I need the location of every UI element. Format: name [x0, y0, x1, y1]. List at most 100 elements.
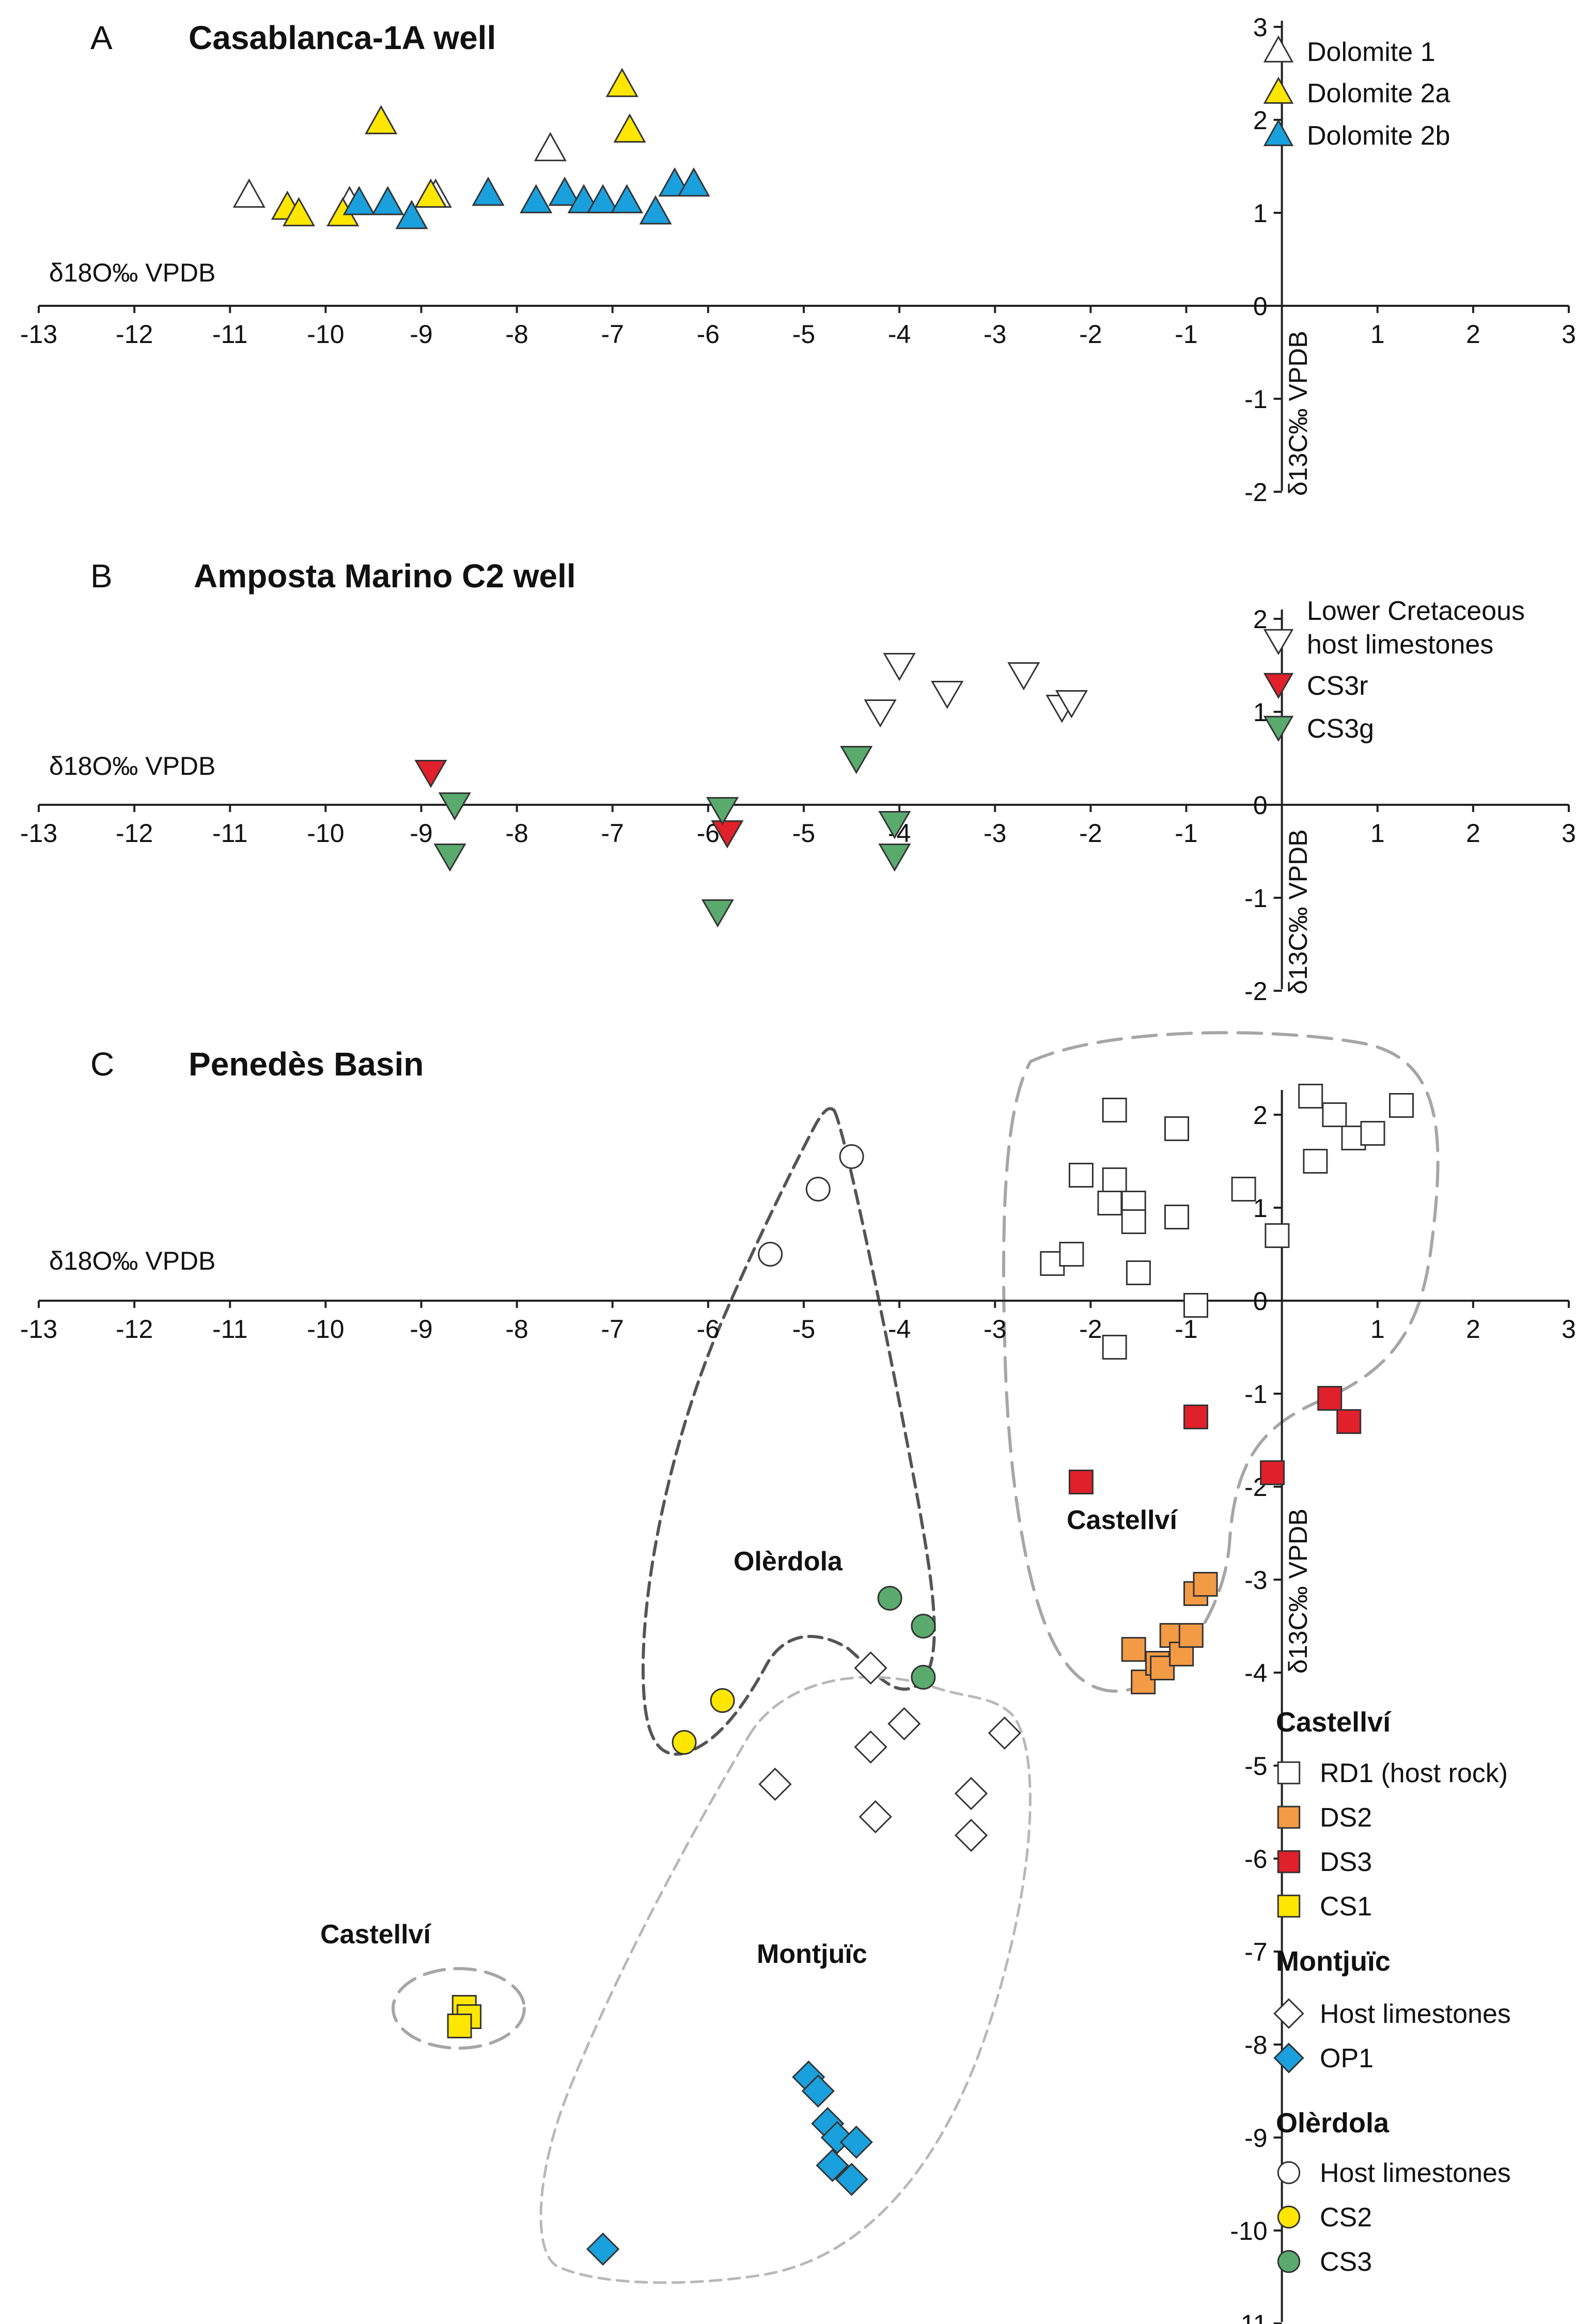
data-point	[371, 185, 404, 215]
y-tick-label: -1	[1244, 385, 1267, 414]
data-point	[816, 2148, 849, 2182]
data-point	[954, 1818, 988, 1852]
panel-title: Amposta Marino C2 well	[194, 557, 576, 595]
data-point	[1102, 1167, 1127, 1192]
x-tick-label: -2	[1079, 320, 1102, 349]
data-point	[365, 105, 398, 134]
legend-marker-cs2	[1277, 2205, 1301, 2229]
panel-c: C Penedès Basin -13 -12 -11 -10 -9 -8 -7 -6 -5 -4…	[20, 1031, 1576, 2324]
x-axis-label: δ18O‰ VPDB	[49, 752, 215, 781]
region-label-montjuic: Montjuïc	[757, 1939, 867, 1969]
data-point	[1193, 1572, 1218, 1597]
y-tick-label: -9	[1244, 2124, 1267, 2153]
x-tick-label: -10	[307, 320, 344, 349]
data-point	[534, 132, 567, 162]
data-point	[613, 113, 646, 143]
x-tick-label: -13	[20, 1315, 57, 1344]
data-point	[758, 1767, 792, 1801]
y-tick-label: 0	[1253, 292, 1268, 321]
legend-label-olerdola-host: Host limestones	[1320, 2158, 1511, 2188]
y-tick-label: -7	[1244, 1938, 1267, 1967]
data-point	[447, 2014, 472, 2038]
y-axis-label: δ13C‰ VPDB	[1284, 829, 1313, 994]
legend-marker-ds3	[1277, 1850, 1301, 1874]
legend-marker-dolomite-2a	[1263, 76, 1294, 104]
data-point	[1164, 1116, 1189, 1141]
x-tick-label: -6	[697, 320, 720, 349]
x-tick-label: -6	[697, 1315, 720, 1344]
x-tick-label: -11	[212, 320, 248, 349]
legend-marker-op1	[1273, 2042, 1304, 2073]
data-point	[282, 197, 316, 227]
legend-label-rd1: RD1 (host rock)	[1320, 1758, 1508, 1788]
x-tick-label: -2	[1079, 819, 1102, 848]
panel-letter: B	[90, 557, 113, 595]
x-axis-label: δ18O‰ VPDB	[49, 1246, 215, 1275]
y-tick-label: -2	[1244, 977, 1267, 1006]
data-point	[414, 760, 447, 788]
x-tick-label: -7	[601, 320, 624, 349]
legend-label-dolomite-1: Dolomite 1	[1307, 37, 1435, 67]
legend-label-host-line-2: host limestones	[1307, 630, 1493, 660]
x-tick-label: -1	[1175, 1315, 1197, 1344]
data-point	[805, 1177, 831, 1202]
legend-marker-ds2	[1277, 1805, 1301, 1829]
data-point	[414, 178, 447, 208]
data-point	[1303, 1149, 1328, 1174]
data-point	[438, 792, 471, 821]
legend-label-cs3: CS3	[1320, 2247, 1372, 2277]
panel-a: A Casablanca-1A well -13 -12 -11 -10 -9 -8 -7-…	[20, 13, 1576, 507]
legend-marker-dolomite-2b	[1263, 119, 1294, 146]
data-point	[1068, 1470, 1094, 1494]
region-label-olerdola: Olèrdola	[734, 1547, 843, 1577]
castellvi-cs1-outline	[392, 1967, 526, 2050]
y-tick-label: 2	[1253, 605, 1268, 634]
data-point	[548, 176, 581, 206]
series-cs2	[672, 1688, 735, 1755]
x-tick-label: -12	[116, 819, 153, 848]
x-tick-label: -4	[888, 320, 911, 349]
legend-label-ds2: DS2	[1320, 1803, 1372, 1833]
x-tick-label: -5	[792, 320, 815, 349]
data-point	[1102, 1098, 1127, 1122]
data-point	[1121, 1637, 1146, 1662]
data-point	[911, 1665, 936, 1690]
y-tick-label: 0	[1253, 1287, 1268, 1316]
legend-marker-cs1	[1277, 1894, 1301, 1918]
series-cs3	[877, 1586, 936, 1690]
y-tick-label: 1	[1253, 698, 1268, 727]
y-tick-label: -2	[1244, 478, 1267, 507]
legend-marker-cs3	[1277, 2250, 1301, 2273]
y-tick-label: -4	[1244, 1659, 1267, 1688]
data-point	[883, 653, 916, 681]
x-tick-label: 1	[1370, 1315, 1385, 1344]
data-point	[710, 1688, 735, 1713]
y-tick-label: -8	[1244, 2031, 1267, 2060]
x-tick-label: -2	[1079, 1315, 1102, 1344]
data-point	[859, 1800, 892, 1834]
data-point	[232, 178, 266, 208]
data-point	[1183, 1405, 1208, 1429]
data-point	[472, 176, 505, 206]
legend-marker-cs3r	[1263, 673, 1294, 699]
legend-marker-host-limestones	[1263, 629, 1294, 656]
data-point	[1097, 1191, 1122, 1215]
x-tick-label: -5	[792, 1315, 815, 1344]
x-tick-label: 3	[1562, 819, 1576, 848]
x-tick-label: -13	[20, 819, 57, 848]
data-point	[1178, 1623, 1204, 1648]
y-tick-label: 2	[1253, 106, 1268, 135]
data-point	[854, 1730, 887, 1764]
data-point	[931, 681, 964, 709]
data-point	[1389, 1093, 1414, 1118]
data-point	[1068, 1163, 1094, 1188]
legend-label-ds3: DS3	[1320, 1847, 1372, 1877]
x-tick-label: -9	[410, 320, 432, 349]
x-tick-label: 3	[1562, 320, 1576, 349]
data-point	[610, 184, 644, 213]
data-point	[878, 811, 911, 839]
data-point	[911, 1614, 936, 1639]
series-cs3g	[433, 746, 911, 928]
data-point	[988, 1716, 1021, 1750]
